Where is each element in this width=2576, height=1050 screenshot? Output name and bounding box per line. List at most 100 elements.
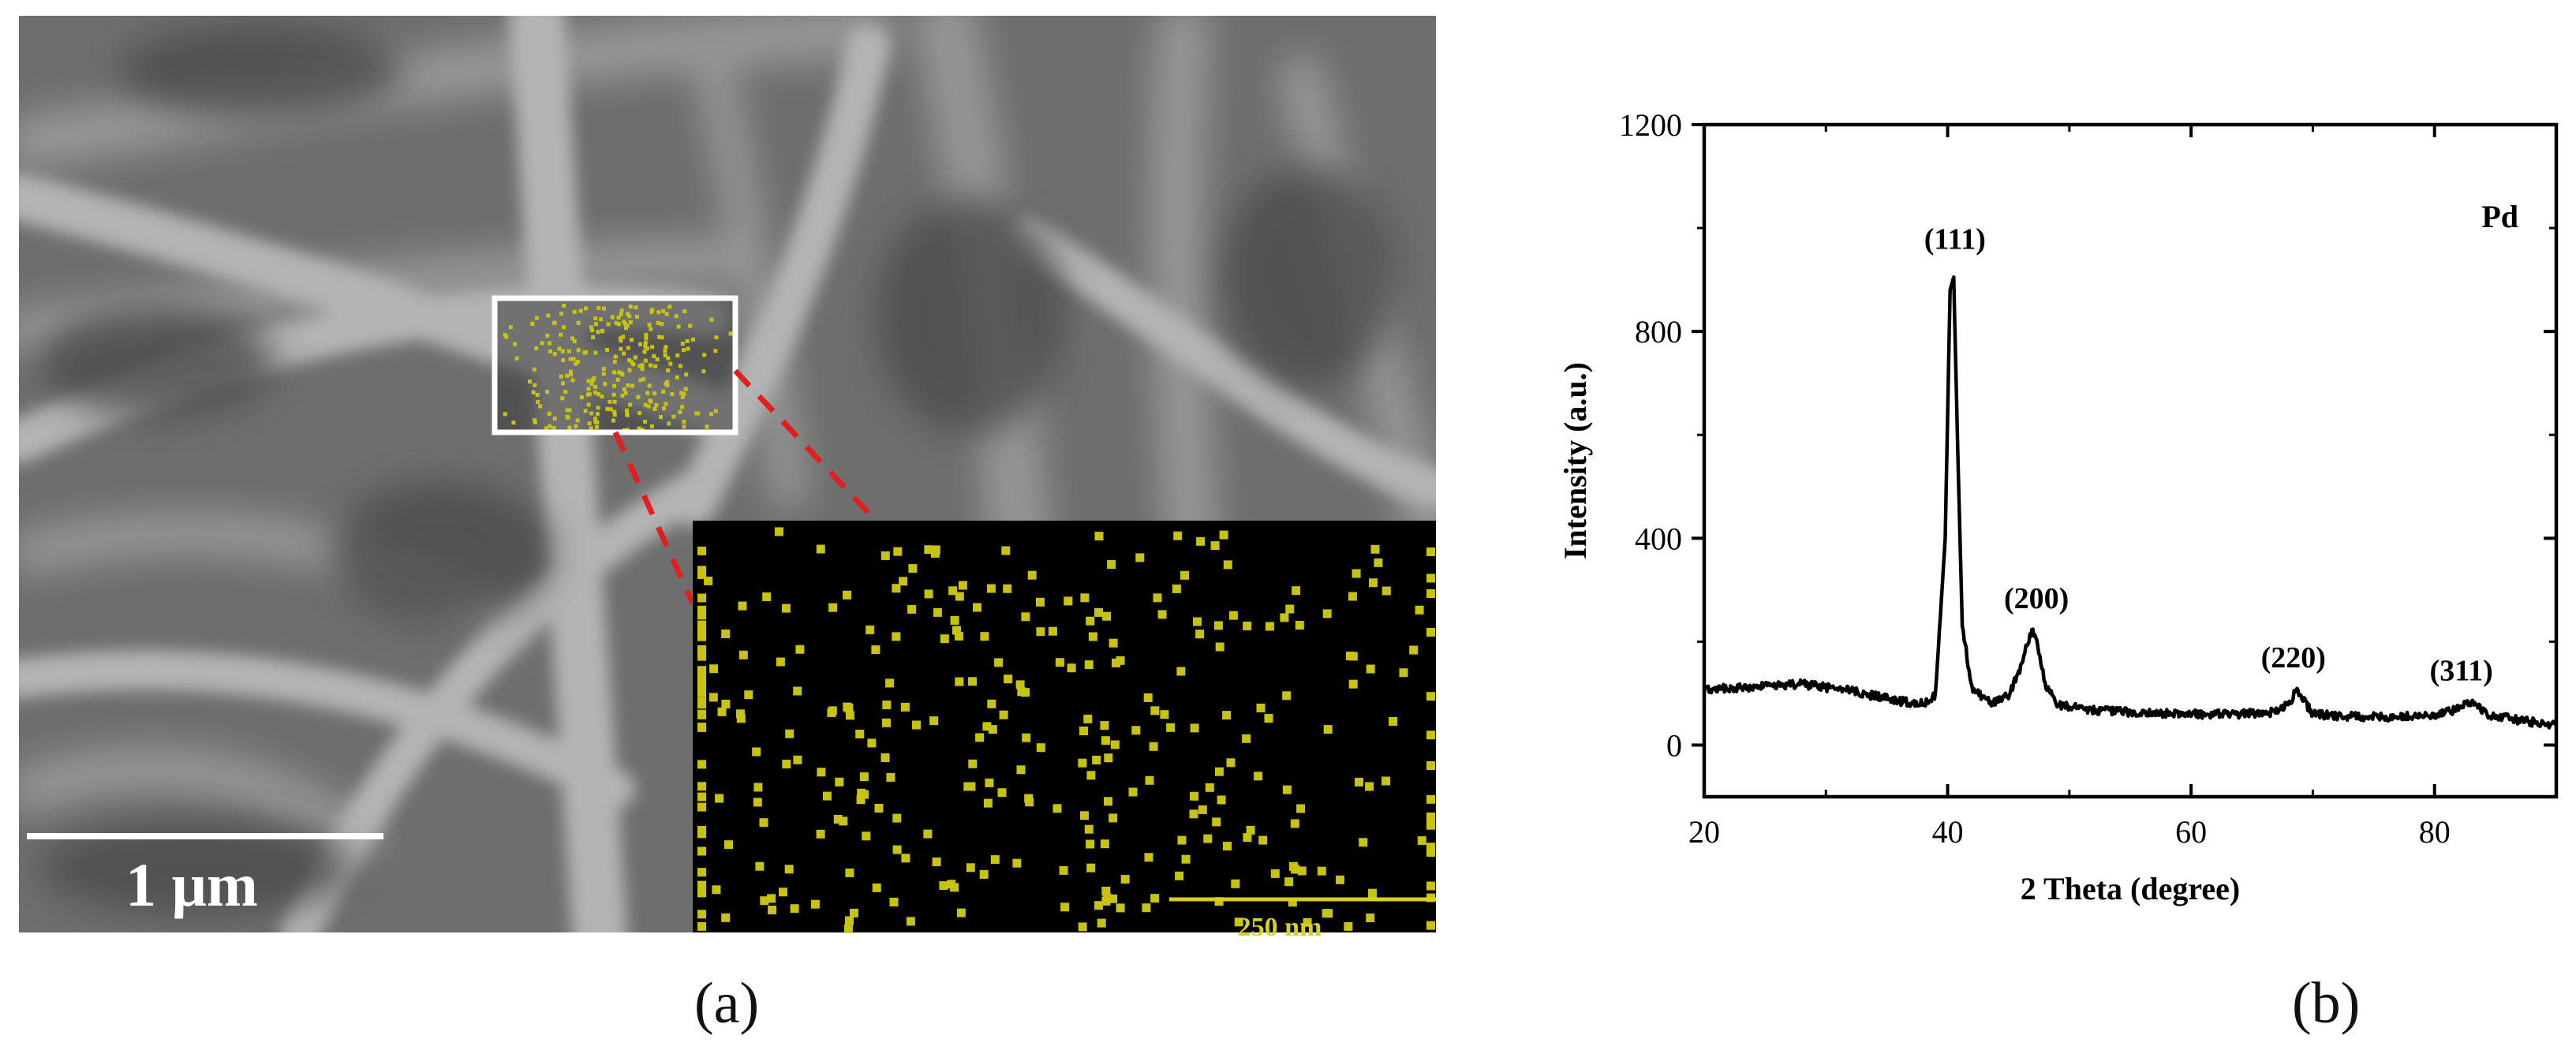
eds-dot bbox=[576, 348, 581, 353]
eds-dot bbox=[575, 360, 580, 364]
main-scale-label: 1 μm bbox=[125, 850, 258, 919]
eds-dot bbox=[817, 768, 826, 777]
eds-dot bbox=[637, 426, 641, 431]
eds-dot bbox=[574, 424, 578, 428]
eds-dot bbox=[1078, 922, 1087, 932]
eds-dot bbox=[1355, 777, 1363, 787]
eds-dot bbox=[1296, 804, 1306, 813]
eds-dot bbox=[1104, 753, 1113, 763]
eds-dot bbox=[1234, 917, 1243, 927]
eds-dot bbox=[697, 626, 706, 636]
eds-dot bbox=[721, 913, 731, 922]
eds-dot bbox=[682, 424, 686, 429]
eds-dot bbox=[562, 304, 566, 308]
eds-dot bbox=[779, 887, 787, 897]
eds-dot bbox=[697, 910, 706, 919]
eds-dot bbox=[1190, 791, 1198, 801]
eds-dot bbox=[645, 390, 650, 395]
eds-dot bbox=[892, 632, 901, 641]
eds-dot bbox=[1297, 866, 1307, 876]
eds-dot bbox=[1193, 617, 1202, 626]
eds-dot bbox=[578, 308, 583, 313]
eds-dot bbox=[956, 908, 966, 917]
eds-dot bbox=[616, 316, 621, 319]
eds-dot bbox=[560, 396, 565, 401]
eds-dot bbox=[1256, 703, 1266, 712]
eds-dot bbox=[605, 406, 610, 411]
eds-dot bbox=[886, 772, 895, 782]
eds-dot bbox=[1223, 842, 1232, 851]
eds-dot bbox=[534, 316, 539, 320]
eds-dot bbox=[880, 753, 890, 762]
eds-dot bbox=[566, 349, 571, 353]
eds-dot bbox=[871, 645, 880, 655]
eds-dot bbox=[652, 391, 656, 396]
eds-dot bbox=[663, 349, 667, 353]
eds-dot bbox=[1426, 848, 1435, 857]
eds-dot bbox=[721, 630, 731, 638]
eds-dot bbox=[697, 652, 706, 661]
eds-dot bbox=[593, 417, 597, 421]
inset-scale-label: 250 nm bbox=[1238, 913, 1322, 942]
eds-dot bbox=[1052, 804, 1062, 813]
eds-dot bbox=[643, 344, 648, 349]
eds-dot bbox=[1284, 877, 1294, 887]
eds-dot bbox=[759, 818, 768, 828]
x-tick-label: 40 bbox=[1932, 814, 1964, 850]
eds-dot bbox=[1426, 921, 1435, 930]
eds-dot bbox=[1022, 733, 1031, 742]
eds-dot bbox=[1172, 584, 1181, 593]
eds-dot bbox=[988, 725, 997, 734]
eds-dot bbox=[664, 402, 668, 406]
eds-dot bbox=[1094, 607, 1103, 617]
eds-dot bbox=[1131, 726, 1141, 735]
eds-dot bbox=[603, 382, 608, 387]
eds-dot bbox=[793, 686, 802, 696]
eds-dot bbox=[601, 372, 606, 376]
eds-dot bbox=[596, 392, 601, 397]
eds-dot bbox=[628, 402, 633, 407]
eds-dot bbox=[1142, 903, 1151, 913]
eds-dot bbox=[559, 312, 564, 316]
eds-dot bbox=[544, 426, 548, 431]
eds-dot bbox=[545, 333, 550, 338]
eds-dot bbox=[697, 672, 706, 682]
eds-dot bbox=[1426, 812, 1435, 821]
chart-axes bbox=[1692, 122, 2559, 799]
eds-dot bbox=[570, 336, 575, 341]
eds-dot bbox=[661, 308, 666, 313]
eds-dot bbox=[1226, 758, 1236, 768]
eds-dot bbox=[534, 346, 539, 351]
eds-dot bbox=[625, 323, 630, 328]
eds-dot bbox=[560, 349, 565, 353]
eds-dot bbox=[1258, 835, 1268, 845]
eds-dot bbox=[859, 772, 869, 782]
eds-dot bbox=[1210, 541, 1220, 551]
eds-dot bbox=[994, 658, 1004, 667]
eds-dot bbox=[608, 399, 612, 404]
eds-dot bbox=[679, 390, 683, 395]
eds-dot bbox=[1102, 611, 1112, 621]
eds-dot bbox=[1323, 725, 1333, 734]
eds-dot bbox=[531, 390, 536, 394]
eds-dot bbox=[626, 346, 630, 350]
eds-dot bbox=[1100, 839, 1109, 849]
y-tick-label: 800 bbox=[1635, 314, 1682, 349]
eds-dot bbox=[1094, 901, 1103, 910]
eds-dot bbox=[924, 589, 933, 599]
peak-label: (220) bbox=[2261, 641, 2326, 674]
eds-dot bbox=[657, 334, 662, 339]
eds-dot bbox=[939, 881, 948, 891]
main-scale-bar: 1 μm bbox=[27, 833, 383, 919]
eds-dot bbox=[589, 325, 593, 330]
eds-dot bbox=[643, 340, 648, 345]
eds-dot bbox=[642, 349, 647, 354]
eds-dot bbox=[649, 399, 653, 404]
eds-dot bbox=[612, 370, 616, 375]
eds-dot bbox=[1217, 795, 1226, 805]
eds-dot bbox=[954, 631, 963, 641]
eds-dot bbox=[619, 371, 624, 376]
eds-dot bbox=[641, 377, 645, 382]
eds-dot bbox=[647, 323, 652, 327]
eds-dot bbox=[1290, 819, 1299, 828]
